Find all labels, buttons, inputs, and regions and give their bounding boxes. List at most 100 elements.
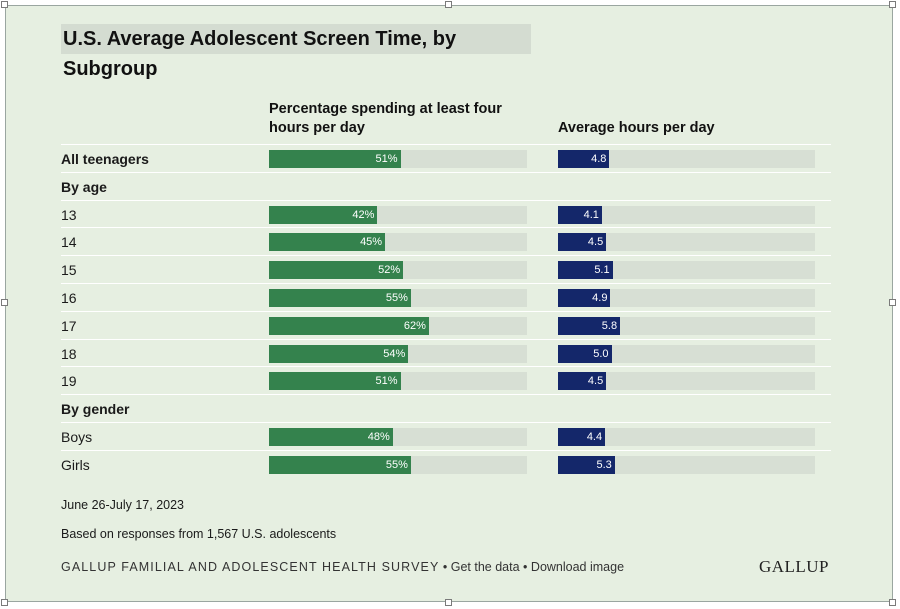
hours-value-label: 4.9 xyxy=(592,292,608,304)
row-divider xyxy=(61,338,831,340)
source-label: GALLUP FAMILIAL AND ADOLESCENT HEALTH SU… xyxy=(61,560,440,574)
percent-bar-track: 48% xyxy=(269,428,527,446)
hours-bar-track: 4.5 xyxy=(558,372,815,391)
hours-bar-track: 5.1 xyxy=(558,261,815,280)
hours-bar: 4.5 xyxy=(558,233,607,252)
sample-note: Based on responses from 1,567 U.S. adole… xyxy=(61,527,337,541)
group-row: By gender xyxy=(0,396,900,422)
row-divider xyxy=(61,310,831,312)
hours-bar-track: 4.1 xyxy=(558,205,815,224)
chart-row: 16 55% 4.9 xyxy=(0,285,900,311)
row-divider xyxy=(61,255,831,257)
column-header-hours: Average hours per day xyxy=(558,120,715,136)
percent-bar: 54% xyxy=(269,344,409,363)
percent-bar: 62% xyxy=(269,316,429,335)
row-divider xyxy=(61,394,831,396)
resize-handle-top-left[interactable] xyxy=(1,1,8,8)
category-label: 16 xyxy=(61,290,77,306)
percent-bar: 51% xyxy=(269,150,401,168)
hours-value-label: 5.8 xyxy=(601,319,618,332)
row-divider xyxy=(61,449,831,451)
category-label: All teenagers xyxy=(61,151,149,167)
category-label: 17 xyxy=(61,317,77,334)
hours-value-label: 4.5 xyxy=(587,236,604,249)
hours-value-label: 4.8 xyxy=(591,153,607,165)
percent-value-label: 62% xyxy=(403,319,426,332)
chart-row: 14 45% 4.5 xyxy=(0,229,900,255)
hours-bar: 5.0 xyxy=(558,344,612,363)
resize-handle-top-right[interactable] xyxy=(889,1,896,8)
percent-value-label: 52% xyxy=(378,264,401,277)
percent-bar: 51% xyxy=(269,372,401,391)
footer: GALLUP FAMILIAL AND ADOLESCENT HEALTH SU… xyxy=(61,560,624,574)
resize-handle-middle-right[interactable] xyxy=(889,299,896,306)
chart-row: 18 54% 5.0 xyxy=(0,341,900,367)
chart-row: 15 52% 5.1 xyxy=(0,257,900,283)
chart-title: U.S. Average Adolescent Screen Time, by … xyxy=(61,24,531,80)
category-label: 15 xyxy=(61,262,77,279)
row-divider xyxy=(61,199,831,201)
percent-value-label: 48% xyxy=(367,431,390,443)
get-data-link[interactable]: Get the data xyxy=(450,560,520,574)
percent-bar-track: 54% xyxy=(269,344,527,363)
percent-bar-track: 42% xyxy=(269,205,527,224)
percent-value-label: 51% xyxy=(375,153,398,165)
hours-bar-track: 4.4 xyxy=(558,428,815,446)
category-label: 18 xyxy=(61,345,77,362)
category-label: Boys xyxy=(61,429,93,445)
row-divider xyxy=(61,366,831,368)
row-divider xyxy=(61,144,831,145)
resize-handle-bottom-center[interactable] xyxy=(445,599,452,606)
resize-handle-middle-left[interactable] xyxy=(1,299,8,306)
percent-bar: 42% xyxy=(269,205,378,224)
date-note: June 26-July 17, 2023 xyxy=(61,498,185,512)
percent-value-label: 45% xyxy=(360,236,383,249)
chart-row: 13 42% 4.1 xyxy=(0,202,900,228)
row-divider xyxy=(61,227,831,229)
hours-bar: 4.9 xyxy=(558,289,611,307)
chart-row: 17 62% 5.8 xyxy=(0,313,900,339)
percent-bar-track: 51% xyxy=(269,150,527,168)
row-divider xyxy=(61,283,831,284)
percent-bar: 52% xyxy=(269,261,404,280)
category-label: 19 xyxy=(61,373,77,390)
percent-bar: 55% xyxy=(269,289,411,307)
percent-bar: 48% xyxy=(269,428,393,446)
resize-handle-bottom-right[interactable] xyxy=(889,599,896,606)
percent-value-label: 54% xyxy=(383,347,406,360)
group-label-by-age: By age xyxy=(61,178,107,195)
percent-value-label: 51% xyxy=(375,375,398,388)
resize-handle-top-center[interactable] xyxy=(445,1,452,8)
hours-bar-track: 4.8 xyxy=(558,150,815,168)
hours-bar: 5.1 xyxy=(558,261,613,280)
hours-value-label: 5.1 xyxy=(594,264,610,277)
hours-bar: 5.8 xyxy=(558,316,621,335)
hours-bar: 4.4 xyxy=(558,428,606,446)
hours-bar: 4.8 xyxy=(558,150,610,168)
hours-bar: 4.5 xyxy=(558,372,607,391)
percent-bar-track: 52% xyxy=(269,261,527,280)
download-image-link[interactable]: Download image xyxy=(530,560,625,574)
percent-bar: 55% xyxy=(269,455,411,474)
percent-bar-track: 62% xyxy=(269,316,527,335)
hours-value-label: 4.5 xyxy=(587,375,604,388)
percent-bar: 45% xyxy=(269,233,386,252)
percent-value-label: 42% xyxy=(352,208,375,221)
chart-row: Girls 55% 5.3 xyxy=(0,452,900,478)
resize-handle-bottom-left[interactable] xyxy=(1,599,8,606)
category-label: 13 xyxy=(61,206,77,223)
percent-bar-track: 55% xyxy=(269,289,527,307)
hours-bar-track: 4.9 xyxy=(558,289,815,307)
percent-bar-track: 45% xyxy=(269,233,527,252)
hours-value-label: 4.4 xyxy=(586,431,603,443)
chart-row: 19 51% 4.5 xyxy=(0,368,900,394)
group-row: By age xyxy=(0,174,900,200)
gallup-logo: GALLUP xyxy=(758,557,829,576)
hours-value-label: 5.3 xyxy=(596,458,612,471)
hours-bar-track: 5.8 xyxy=(558,316,815,335)
percent-value-label: 55% xyxy=(385,458,408,471)
group-label-by-gender: By gender xyxy=(61,401,130,418)
chart-row: All teenagers 51% 4.8 xyxy=(0,146,900,172)
column-header-percent: Percentage spending at least four hours … xyxy=(269,101,502,136)
chart-row: Boys 48% 4.4 xyxy=(0,424,900,450)
